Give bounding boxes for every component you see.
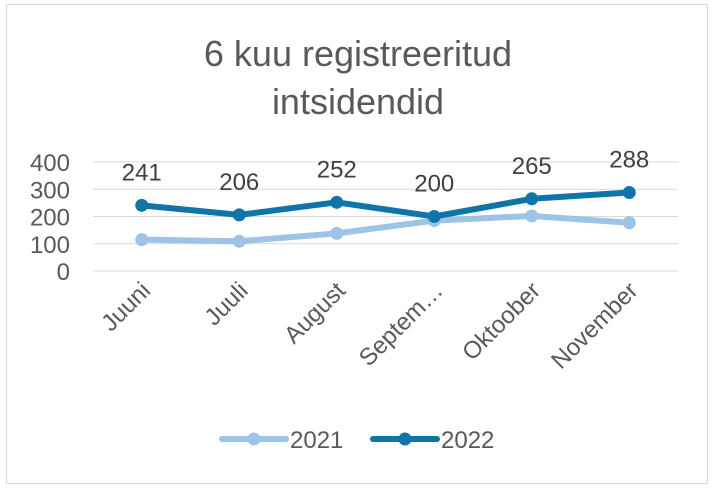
data-labels: 241 206 252 200 265 288 — [122, 147, 650, 198]
legend: 2021 2022 — [219, 427, 494, 454]
legend-marker-2021 — [247, 432, 261, 446]
data-label-2022-Oktoober: 265 — [512, 153, 552, 180]
y-tick-label: 300 — [30, 177, 70, 204]
x-tick-label: November — [546, 277, 643, 374]
x-tick-label: Juuli — [199, 277, 253, 331]
data-label-2022-August: 252 — [317, 156, 357, 183]
y-tick-label: 100 — [30, 232, 70, 259]
data-label-2022-Juuni: 241 — [122, 159, 162, 186]
point-2021-Oktoober — [525, 209, 539, 223]
point-2022-Septem… — [427, 210, 441, 223]
legend-marker-2022 — [398, 432, 412, 446]
x-tick-label: August — [279, 277, 351, 349]
point-2022-Juuni — [135, 198, 149, 212]
gridlines — [93, 161, 678, 272]
chart-title-line-2: intsidendid — [272, 81, 444, 122]
data-label-2022-Juuli: 206 — [219, 169, 259, 196]
point-2021-November — [622, 216, 636, 230]
series-line-2022 — [138, 189, 633, 220]
series-lines — [135, 186, 636, 248]
point-2022-Oktoober — [525, 192, 539, 206]
legend-label-2021: 2021 — [290, 427, 343, 454]
y-tick-label: 400 — [30, 150, 70, 177]
chart-title: 6 kuu registreeritud intsidendid — [204, 33, 512, 122]
point-2022-August — [330, 195, 344, 209]
data-label-2022-November: 288 — [609, 147, 649, 174]
x-axis-ticks: Juuni Juuli August Septem… Oktoober November — [96, 277, 643, 375]
y-tick-label: 200 — [30, 205, 70, 232]
point-2022-Juuli — [232, 208, 246, 222]
x-tick-label: Juuni — [96, 277, 156, 337]
y-tick-label: 0 — [57, 259, 70, 286]
x-tick-label: Septem… — [354, 277, 449, 372]
point-2021-Juuni — [135, 233, 149, 247]
series-line-2021 — [138, 212, 633, 245]
point-2022-November — [622, 186, 636, 200]
x-tick-label: Oktoober — [457, 277, 546, 366]
point-2021-August — [330, 226, 344, 240]
chart-title-line-1: 6 kuu registreeritud — [204, 33, 512, 74]
point-2021-Juuli — [232, 234, 246, 248]
legend-label-2022: 2022 — [441, 427, 494, 454]
data-label-2022-Septem…: 200 — [414, 171, 454, 198]
